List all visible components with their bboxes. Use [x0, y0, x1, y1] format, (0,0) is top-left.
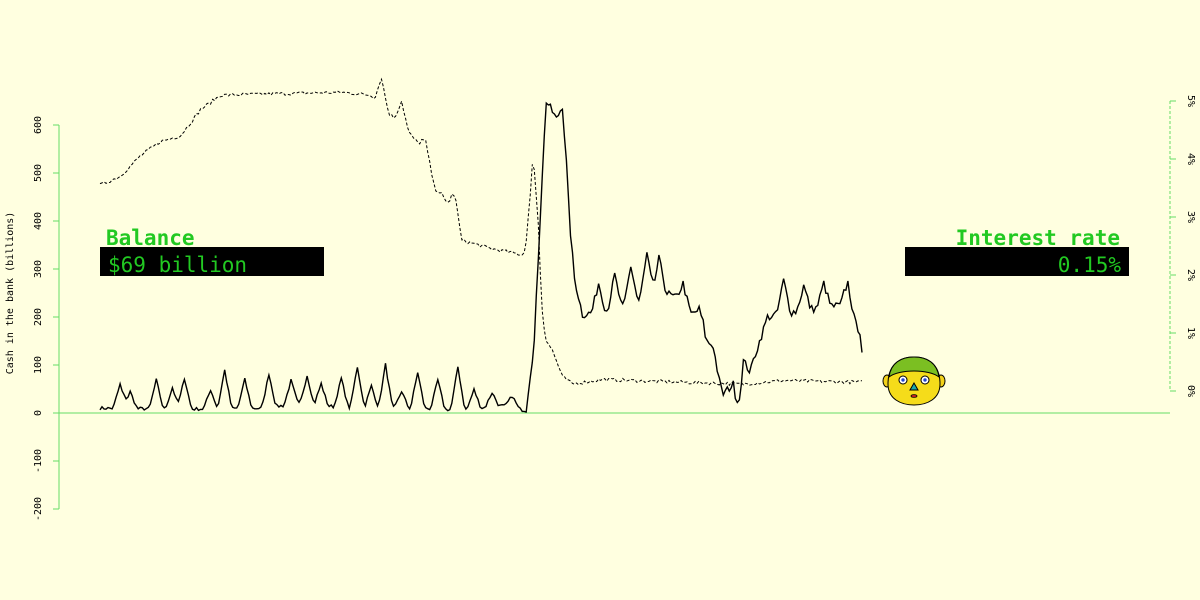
series-layer [99, 77, 863, 413]
y-axis-title: Cash in the bank (billions) [5, 212, 16, 375]
balance-value: $69 billion [100, 247, 324, 277]
right-tick-label: 3% [1185, 211, 1196, 223]
right-tick-label: 5% [1185, 95, 1196, 107]
left-tick-label: 500 [33, 164, 44, 182]
left-tick-label: 300 [33, 260, 44, 278]
left-tick-label: -100 [33, 449, 44, 473]
interest-rate-value: 0.15% [905, 247, 1129, 277]
right-y-ticks: 0% 1% 2% 3% 4% 5% [1170, 95, 1196, 397]
right-tick-label: 0% [1185, 385, 1196, 397]
left-tick-label: 200 [33, 308, 44, 326]
left-tick-label: 400 [33, 212, 44, 230]
left-tick-label: 600 [33, 116, 44, 134]
right-tick-label: 2% [1185, 269, 1196, 281]
balance-label: Balance [106, 226, 195, 250]
face-icon [882, 356, 946, 406]
left-tick-label: -200 [33, 497, 44, 521]
left-tick-label: 100 [33, 356, 44, 374]
left-tick-label: 0 [33, 410, 44, 416]
right-tick-label: 1% [1185, 327, 1196, 339]
interest-rate-label: Interest rate [955, 226, 1120, 250]
balance-series-line [99, 101, 863, 413]
interest-rate-series-line [99, 77, 862, 387]
right-tick-label: 4% [1185, 153, 1196, 165]
left-y-ticks: -200 -100 0 100 200 300 400 500 600 [33, 116, 59, 521]
